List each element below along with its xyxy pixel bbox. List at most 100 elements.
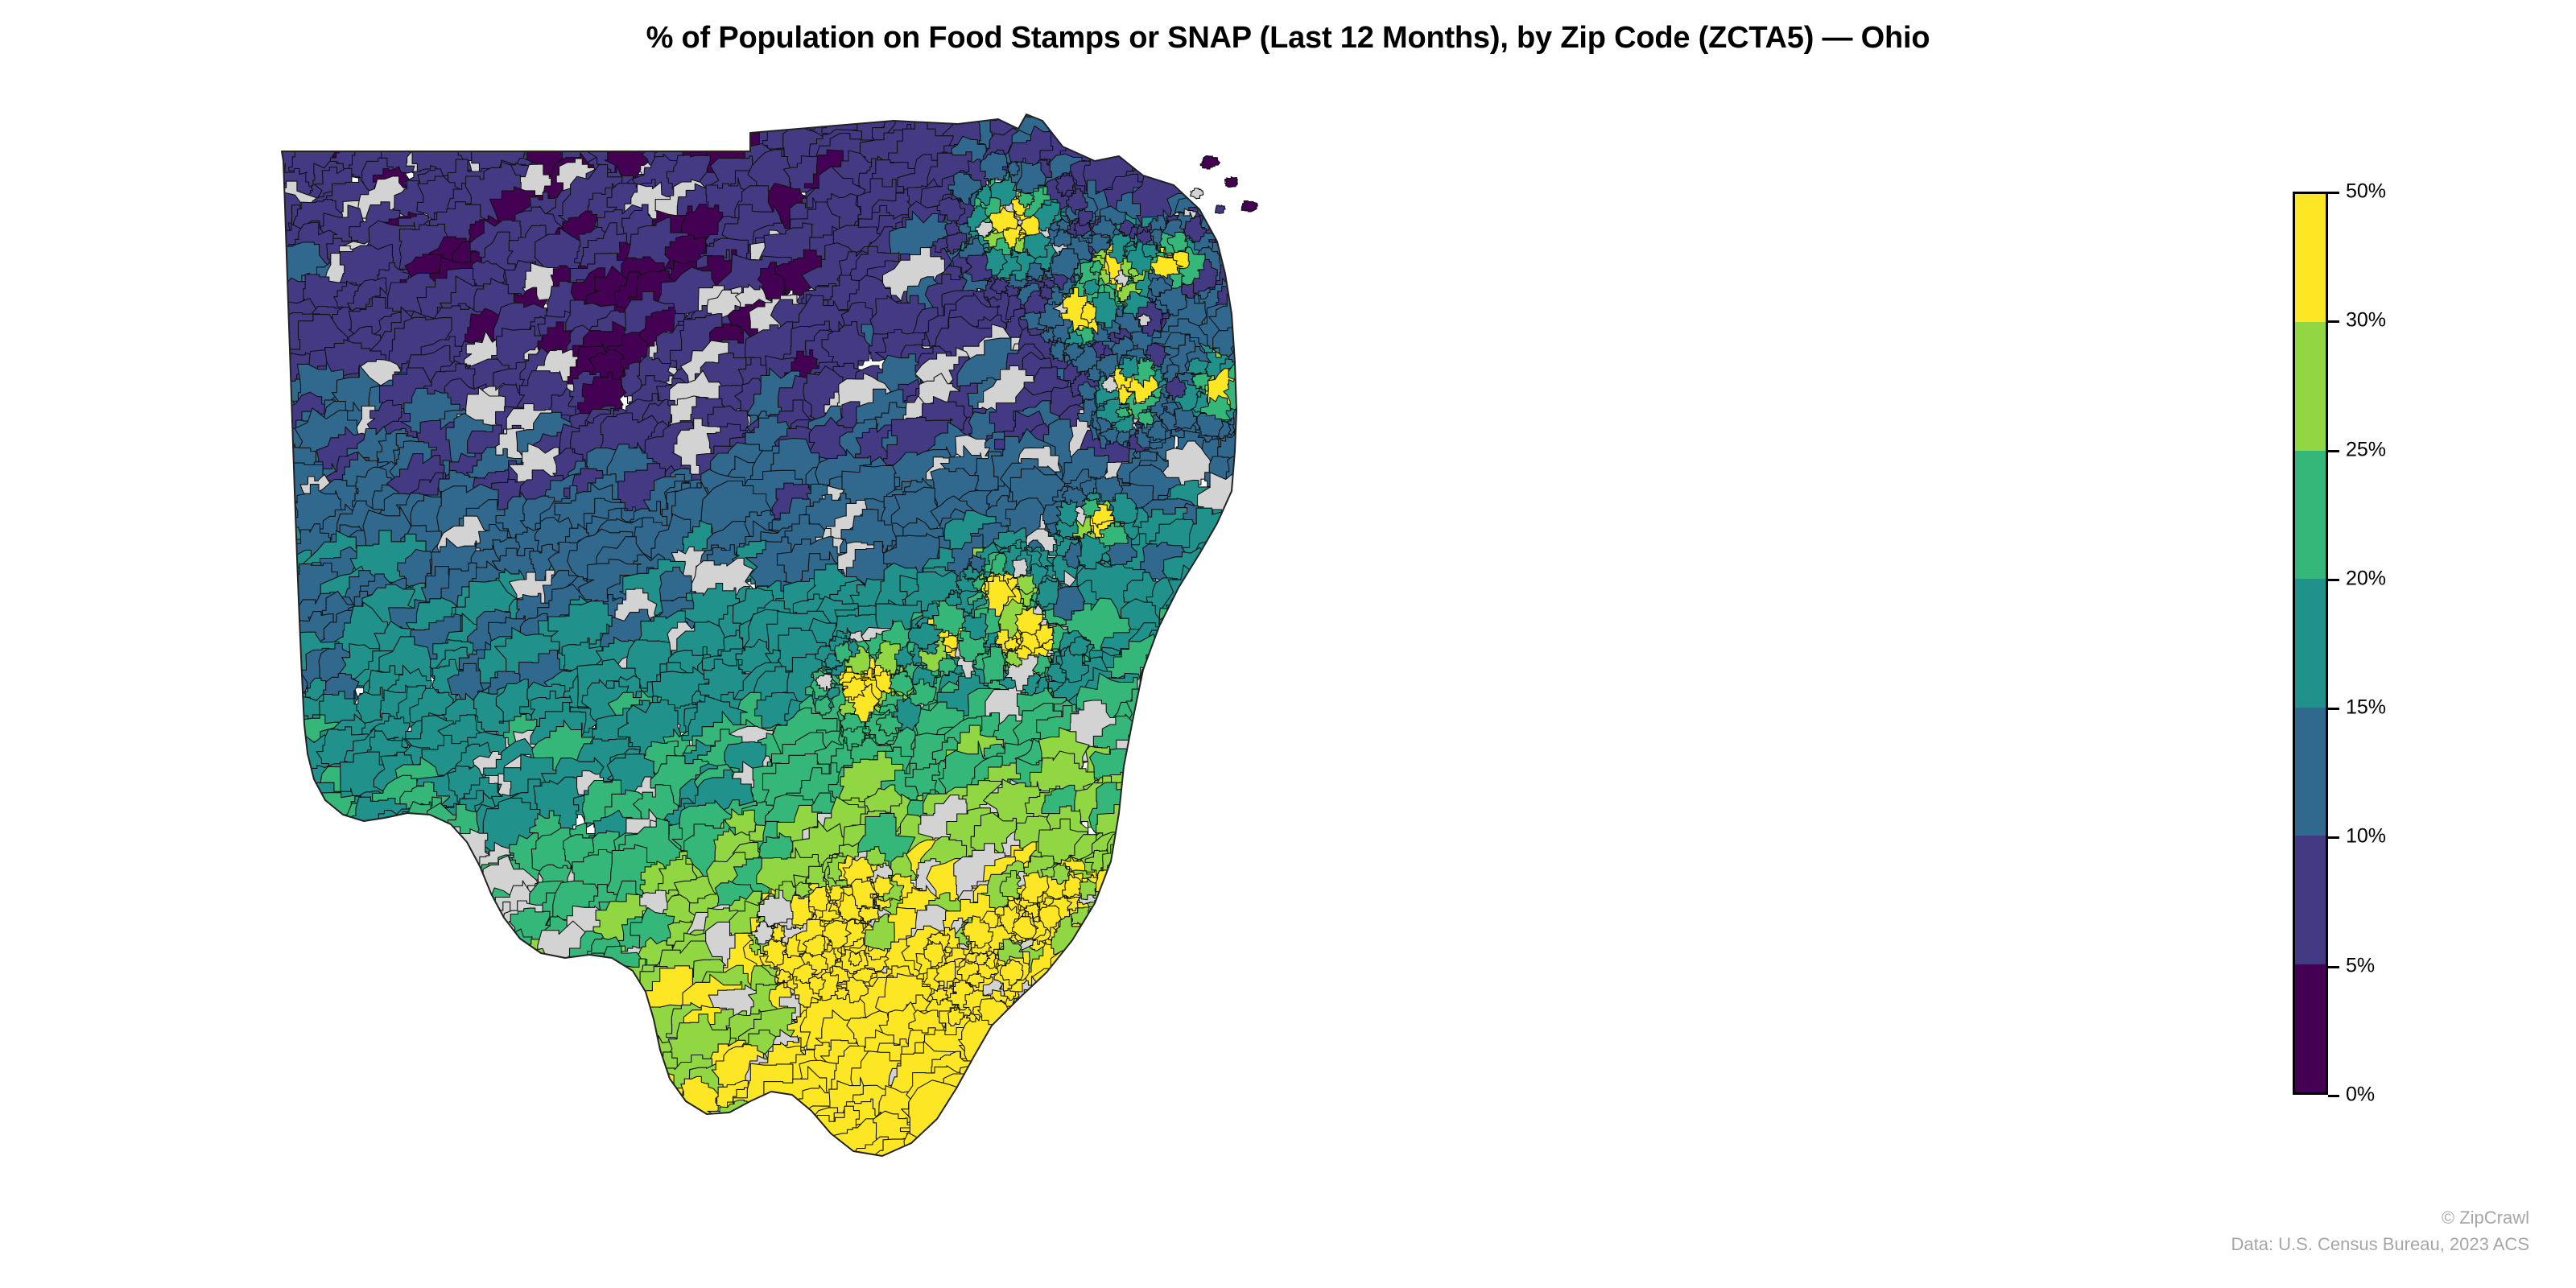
- zcta-polygon: [1124, 770, 1162, 820]
- zcta-polygon: [1129, 764, 1185, 822]
- zcta-polygon: [1195, 778, 1216, 798]
- zcta-polygon: [447, 663, 485, 704]
- zcta-polygon: [282, 282, 289, 327]
- zcta-polygon: [314, 928, 380, 988]
- zcta-polygon: [282, 1089, 319, 1133]
- zcta-polygon: [1194, 786, 1225, 811]
- zcta-polygon: [328, 114, 399, 145]
- zcta-polygon: [374, 982, 421, 1026]
- zcta-polygon: [1145, 852, 1205, 906]
- zcta-polygon: [336, 1125, 394, 1156]
- colorbar-label-30: 30%: [2346, 308, 2387, 332]
- zcta-polygon: [485, 951, 546, 1014]
- zcta-polygon: [1191, 803, 1236, 857]
- zcta-polygon: [1114, 850, 1146, 890]
- zcta-polygon: [282, 823, 327, 886]
- zcta-polygon: [570, 969, 634, 1030]
- zcta-polygon: [282, 1039, 342, 1106]
- zcta-polygon: [1206, 1119, 1236, 1156]
- zcta-polygon: [282, 1025, 294, 1095]
- colorbar-label-5: 5%: [2346, 954, 2376, 977]
- zcta-polygon: [1150, 783, 1170, 805]
- zcta-polygon: [1212, 739, 1236, 780]
- zcta-polygon: [345, 971, 394, 1018]
- zcta-polygon: [1245, 364, 1270, 397]
- zcta-polygon: [1158, 894, 1208, 939]
- zcta-polygon: [1134, 838, 1179, 885]
- colorbar-gradient[interactable]: [2293, 192, 2328, 1095]
- zcta-polygon: [291, 1064, 350, 1125]
- zcta-polygon: [498, 1091, 542, 1146]
- zcta-polygon: [467, 1129, 512, 1156]
- zcta-polygon: [1203, 1107, 1236, 1145]
- zcta-polygon: [282, 662, 303, 724]
- zcta-polygon: [967, 1047, 1028, 1113]
- zcta-polygon: [977, 1093, 1037, 1151]
- zcta-polygon: [985, 1067, 1054, 1130]
- zcta-polygon: [402, 114, 452, 126]
- zcta-polygon: [303, 921, 356, 970]
- zcta-polygon: [1154, 758, 1174, 777]
- zcta-polygon: [380, 858, 427, 905]
- zcta-polygon: [321, 114, 364, 136]
- zcta-polygon: [592, 1054, 657, 1117]
- zcta-polygon: [282, 1120, 310, 1156]
- zcta-polygon: [1203, 764, 1217, 778]
- zcta-polygon: [282, 1064, 303, 1122]
- zcta-polygon: [1043, 982, 1107, 1049]
- zcta-polygon: [1199, 753, 1224, 777]
- zcta-polygon: [1222, 1092, 1236, 1142]
- colorbar-ticks: 0% 5% 10% 15% 20% 25% 30% 50%: [2328, 181, 2505, 1104]
- zcta-polygon: [322, 984, 375, 1041]
- zcta-polygon: [365, 1124, 407, 1156]
- zcta-polygon: [474, 114, 529, 149]
- zcta-polygon: [1174, 760, 1207, 789]
- zcta-polygon: [629, 1102, 683, 1156]
- zcta-polygon: [282, 598, 289, 633]
- zcta-polygon: [1080, 952, 1141, 1016]
- zcta-polygon: [1216, 572, 1236, 617]
- zcta-polygon: [449, 1129, 490, 1156]
- zcta-polygon: [1162, 760, 1187, 782]
- zcta-polygon: [282, 968, 286, 1009]
- zcta-polygon: [562, 1099, 613, 1149]
- zcta-polygon: [470, 1024, 522, 1080]
- zcta-polygon: [630, 1120, 691, 1156]
- colorbar-label-50: 50%: [2346, 180, 2387, 203]
- zcta-polygon: [282, 904, 291, 955]
- zcta-polygon: [317, 919, 364, 965]
- zcta-polygon: [386, 1022, 443, 1075]
- zcta-polygon: [540, 1059, 586, 1101]
- zcta-polygon: [613, 1133, 654, 1156]
- zcta-polygon: [1181, 1080, 1236, 1140]
- zcta-polygon: [383, 1001, 437, 1058]
- zcta-polygon: [1181, 776, 1218, 817]
- zcta-polygon: [282, 966, 305, 1035]
- zcta-polygon: [1105, 996, 1168, 1053]
- zcta-polygon: [361, 828, 427, 890]
- zcta-polygon: [445, 868, 490, 913]
- zcta-polygon: [1096, 1061, 1141, 1101]
- zcta-polygon: [360, 895, 394, 933]
- zcta-polygon: [1121, 901, 1149, 932]
- zcta-polygon: [1070, 114, 1114, 134]
- zcta-polygon: [300, 927, 357, 993]
- zcta-polygon: [1168, 1013, 1220, 1064]
- zcta-polygon: [1150, 704, 1208, 769]
- colorbar-legend[interactable]: 0% 5% 10% 15% 20% 25% 30% 50%: [2293, 181, 2386, 1104]
- zcta-polygon: [1187, 952, 1227, 991]
- zcta-polygon: [1199, 1133, 1236, 1156]
- zcta-polygon: [1012, 558, 1029, 579]
- zcta-polygon: [1155, 606, 1199, 641]
- zcta-polygon: [1216, 596, 1236, 633]
- zcta-polygon: [1173, 766, 1191, 779]
- zcta-polygon: [1208, 897, 1236, 954]
- zcta-polygon: [1168, 792, 1193, 818]
- zcta-polygon: [510, 947, 564, 1009]
- zcta-polygon: [1175, 585, 1236, 654]
- zcta-polygon: [1188, 114, 1229, 143]
- zcta-polygon: [1113, 861, 1130, 883]
- zcta-polygon: [1208, 117, 1236, 155]
- zcta-polygon: [1108, 905, 1122, 922]
- zcta-polygon: [338, 981, 403, 1043]
